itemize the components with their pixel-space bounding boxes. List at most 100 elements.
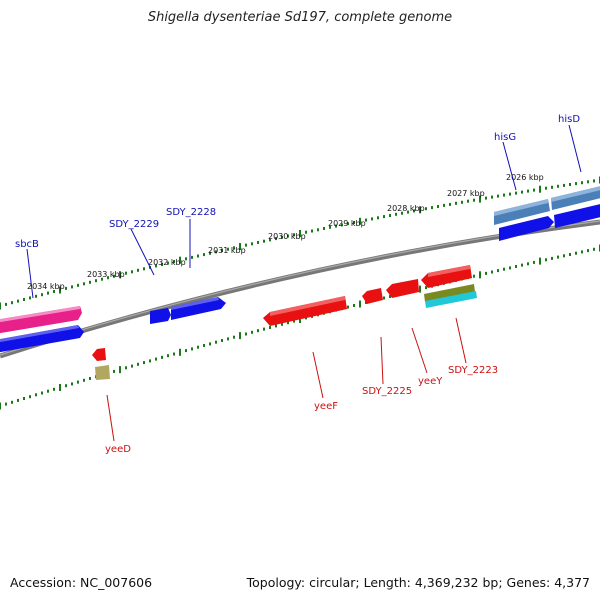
minor-tick <box>227 247 229 251</box>
minor-tick <box>131 364 133 368</box>
gene-label-hisG[interactable]: hisG <box>494 132 516 143</box>
leader-line <box>411 327 428 374</box>
minor-tick <box>101 277 103 281</box>
minor-tick <box>41 391 43 395</box>
major-tick <box>419 285 421 293</box>
minor-tick <box>557 184 559 188</box>
cds-blue-feature[interactable] <box>0 325 84 353</box>
accession-label: Accession: NC_007606 <box>10 575 153 590</box>
gene-sbcB-feature[interactable] <box>0 306 82 334</box>
gene-label-SDY_2225[interactable]: SDY_2225 <box>362 386 412 397</box>
minor-tick <box>575 251 577 255</box>
kbp-label: 2030 kbp <box>268 232 306 241</box>
minor-tick <box>161 263 163 266</box>
minor-tick <box>467 199 469 203</box>
cds-blue-feature[interactable] <box>499 216 554 241</box>
minor-tick <box>581 181 583 185</box>
minor-tick <box>23 397 25 400</box>
minor-tick <box>53 290 55 293</box>
gene-label-SDY_2228[interactable]: SDY_2228 <box>166 207 216 218</box>
minor-tick <box>545 186 547 190</box>
minor-tick <box>389 295 391 298</box>
kbp-labels: 2034 kbp 2033 kbp 2032 kbp 2031 kbp 2030… <box>27 173 544 291</box>
gene-label-yeeY[interactable]: yeeY <box>418 376 443 387</box>
minor-tick <box>215 340 217 344</box>
minor-tick <box>263 327 265 331</box>
map-title: Shigella dysenteriae Sd197, complete gen… <box>147 10 453 25</box>
minor-tick <box>83 282 85 286</box>
minor-tick <box>221 249 223 252</box>
cds-blue-feature[interactable] <box>554 203 600 228</box>
minor-tick <box>89 280 91 284</box>
minor-tick <box>527 189 529 193</box>
gene-SDY_2229-feature[interactable] <box>150 308 171 324</box>
gene-yeeY-feature[interactable] <box>386 279 419 298</box>
minor-tick <box>5 402 7 406</box>
minor-tick <box>143 267 145 271</box>
label-lines <box>26 124 582 442</box>
kbp-label: 2034 kbp <box>27 282 65 291</box>
minor-tick <box>533 188 535 192</box>
minor-tick <box>473 198 475 202</box>
gene-label-yeeD[interactable]: yeeD <box>105 444 131 455</box>
minor-tick <box>137 268 139 272</box>
gene-yeeD-feature[interactable] <box>92 348 106 361</box>
kbp-label: 2033 kbp <box>87 270 125 279</box>
minor-tick <box>275 324 277 328</box>
minor-tick <box>233 246 235 250</box>
minor-tick <box>47 389 49 393</box>
major-tick <box>179 348 181 356</box>
major-tick <box>419 206 421 214</box>
minor-tick <box>317 228 319 232</box>
gene-SDY_2225-feature[interactable] <box>362 288 383 304</box>
minor-tick <box>251 242 253 246</box>
minor-tick <box>257 241 259 244</box>
minor-tick <box>377 216 379 220</box>
genome-backbone <box>0 219 600 359</box>
minor-tick <box>587 249 589 253</box>
minor-tick <box>383 296 385 300</box>
major-tick <box>239 332 241 340</box>
minor-tick <box>41 293 43 297</box>
minor-tick <box>197 345 199 349</box>
minor-tick <box>461 200 463 204</box>
gene-label-SDY_2223[interactable]: SDY_2223 <box>448 365 498 376</box>
kbp-label: 2031 kbp <box>208 246 246 255</box>
minor-tick <box>245 243 247 247</box>
minor-tick <box>365 301 367 304</box>
minor-tick <box>401 211 403 215</box>
minor-tick <box>191 347 193 351</box>
minor-tick <box>515 191 517 195</box>
minor-tick <box>251 330 253 334</box>
minor-tick <box>137 362 139 366</box>
major-tick <box>119 271 121 279</box>
minor-tick <box>113 369 115 373</box>
gene-SDY_2228-feature[interactable] <box>171 297 226 320</box>
cds-cyan-feature[interactable] <box>425 291 477 308</box>
minor-tick <box>287 321 289 325</box>
minor-tick <box>11 301 13 305</box>
minor-tick <box>35 393 37 397</box>
minor-tick <box>569 183 571 186</box>
minor-tick <box>593 247 595 251</box>
gene-label-yeeF[interactable]: yeeF <box>314 401 338 412</box>
minor-tick <box>209 251 211 255</box>
minor-tick <box>257 329 259 333</box>
minor-tick <box>269 238 271 242</box>
gene-label-sbcB[interactable]: sbcB <box>15 239 39 250</box>
major-tick <box>479 271 481 279</box>
minor-tick <box>497 269 499 273</box>
cds-khaki-feature[interactable] <box>95 365 110 380</box>
minor-tick <box>197 254 199 258</box>
minor-tick <box>335 224 337 228</box>
gene-label-hisD[interactable]: hisD <box>558 114 580 125</box>
minor-tick <box>431 206 433 210</box>
kbp-label: 2029 kbp <box>328 219 366 228</box>
kbp-label: 2032 kbp <box>148 258 186 267</box>
minor-tick <box>503 267 505 271</box>
minor-tick <box>305 230 307 234</box>
cds-olive-feature[interactable] <box>424 284 475 302</box>
minor-tick <box>275 237 277 241</box>
gene-label-SDY_2229[interactable]: SDY_2229 <box>109 219 159 230</box>
